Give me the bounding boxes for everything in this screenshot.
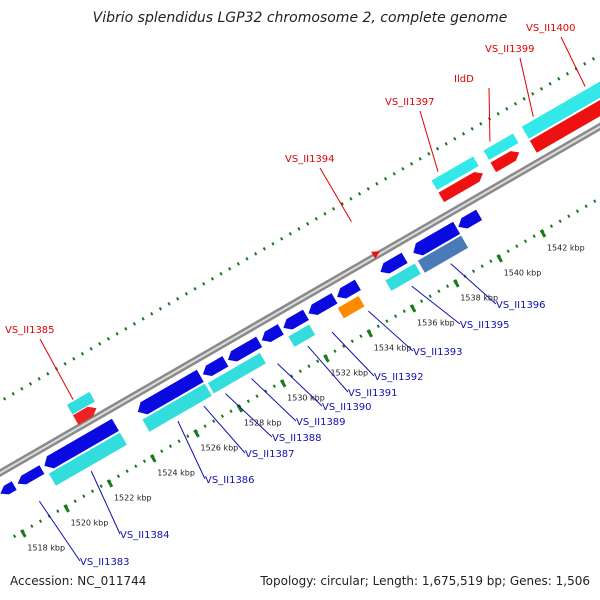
- tick-label: 1534 kbp: [374, 343, 412, 352]
- gene-label-reverse: VS_II1396: [496, 300, 546, 311]
- gene-label-forward: VS_II1400: [526, 23, 576, 34]
- rna-rev-5: [207, 353, 266, 394]
- gene-leader-line: [331, 331, 375, 377]
- gene-leader-line: [419, 110, 439, 172]
- gene-label-reverse: VS_II1387: [245, 449, 295, 460]
- gene-label-forward: IldD: [454, 74, 474, 85]
- misc-rev-10: [337, 296, 365, 319]
- gene-label-reverse: VS_II1384: [120, 530, 170, 541]
- marker-fwd: [371, 251, 381, 259]
- gene-leader-line: [560, 36, 586, 87]
- tick-label: 1518 kbp: [27, 543, 65, 552]
- tick-label: 1538 kbp: [460, 293, 498, 302]
- cds-fwd-4: [529, 100, 600, 153]
- tick-mark: [409, 304, 417, 313]
- rna-fwd-2: [431, 156, 479, 191]
- gene-label-forward: VS_II1397: [385, 97, 435, 108]
- cds-rev-3: [44, 418, 119, 469]
- tick-label: 1540 kbp: [504, 268, 542, 277]
- gene-label-forward: VS_II1394: [285, 154, 335, 165]
- accession-text: Accession: NC_011744: [10, 574, 147, 588]
- tick-mark: [279, 379, 287, 388]
- tick-mark: [63, 504, 70, 513]
- gene-leader-line: [203, 405, 246, 454]
- tick-label: 1532 kbp: [330, 368, 368, 377]
- gene-leader-line: [277, 363, 323, 407]
- gene-label-reverse: VS_II1392: [374, 372, 424, 383]
- gene-leader-line: [411, 285, 461, 325]
- gene-label-forward: VS_II1385: [5, 325, 55, 336]
- tick-mark: [149, 454, 157, 463]
- genome-summary-text: Topology: circular; Length: 1,675,519 bp…: [260, 574, 590, 588]
- tick-label: 1526 kbp: [201, 443, 239, 452]
- tick-label: 1536 kbp: [417, 318, 455, 327]
- gene-leader-line: [225, 393, 273, 438]
- gene-leader-line: [319, 167, 352, 222]
- map-title: Vibrio splendidus LGP32 chromosome 2, co…: [92, 10, 508, 26]
- tick-mark: [366, 329, 374, 338]
- rna-rev-8: [288, 324, 316, 347]
- cds-fwd-3: [490, 151, 520, 173]
- rna-fwd-4: [521, 81, 600, 139]
- gene-label-reverse: VS_II1391: [348, 388, 398, 399]
- cds-rev-7: [261, 324, 284, 343]
- tick-mark: [496, 254, 503, 263]
- gene-label-reverse: VS_II1393: [413, 347, 463, 358]
- cds-rev-11: [380, 252, 408, 274]
- cds-rev-6: [227, 336, 263, 362]
- tick-label: 1522 kbp: [114, 493, 152, 502]
- cds-rev-13: [458, 209, 483, 229]
- cds-rev-1: [0, 481, 17, 495]
- gene-label-reverse: VS_II1395: [460, 320, 510, 331]
- gene-label-reverse: VS_II1388: [272, 433, 322, 444]
- cds-rev-4: [137, 369, 204, 415]
- cds-rev-12: [413, 221, 461, 256]
- gene-label-forward: VS_II1399: [485, 44, 535, 55]
- gene-leader-line: [307, 345, 349, 393]
- gene-leader-line: [90, 470, 121, 535]
- gene-leader-line: [177, 420, 206, 480]
- cds-rev-5: [202, 356, 229, 377]
- tick-label: 1524 kbp: [157, 468, 195, 477]
- gene-label-reverse: VS_II1389: [296, 417, 346, 428]
- tick-label: 1520 kbp: [71, 518, 109, 527]
- tick-mark: [193, 429, 200, 438]
- tick-mark: [453, 279, 460, 288]
- gene-leader-line: [368, 310, 414, 352]
- tick-mark: [20, 529, 27, 538]
- gene-leader-line: [450, 263, 497, 305]
- backbone-highlight: [0, 125, 600, 475]
- cds-rev-8: [283, 309, 309, 330]
- tick-mark: [323, 354, 330, 363]
- tick-label: 1530 kbp: [287, 393, 325, 402]
- gene-leader-line: [519, 57, 534, 117]
- cds-fwd-1: [72, 406, 97, 425]
- tick-label: 1528 kbp: [244, 418, 282, 427]
- gene-leader-line: [251, 378, 297, 422]
- tick-mark: [539, 229, 547, 238]
- gene-leader-line: [488, 87, 491, 142]
- gene-label-reverse: VS_II1390: [322, 402, 372, 413]
- rna-rev-11: [385, 263, 421, 291]
- rna-fwd-1: [66, 391, 95, 415]
- tick-mark: [106, 479, 114, 488]
- gene-leader-line: [39, 338, 74, 400]
- cds-rev-2: [17, 465, 45, 485]
- rna-fwd-3: [483, 133, 519, 161]
- rna-rev-3: [48, 432, 127, 486]
- gene-leader-line: [38, 500, 81, 562]
- cds-rev-9: [308, 293, 338, 316]
- tick-label: 1542 kbp: [547, 243, 585, 252]
- cds-fwd-2: [438, 172, 483, 203]
- gene-label-reverse: VS_II1386: [205, 475, 255, 486]
- cds-rev-10: [337, 279, 361, 299]
- reverse-track-dots: [12, 196, 600, 538]
- gene-label-reverse: VS_II1383: [80, 557, 130, 568]
- rna-rev-4: [142, 383, 212, 432]
- misc-rev-12: [417, 235, 469, 273]
